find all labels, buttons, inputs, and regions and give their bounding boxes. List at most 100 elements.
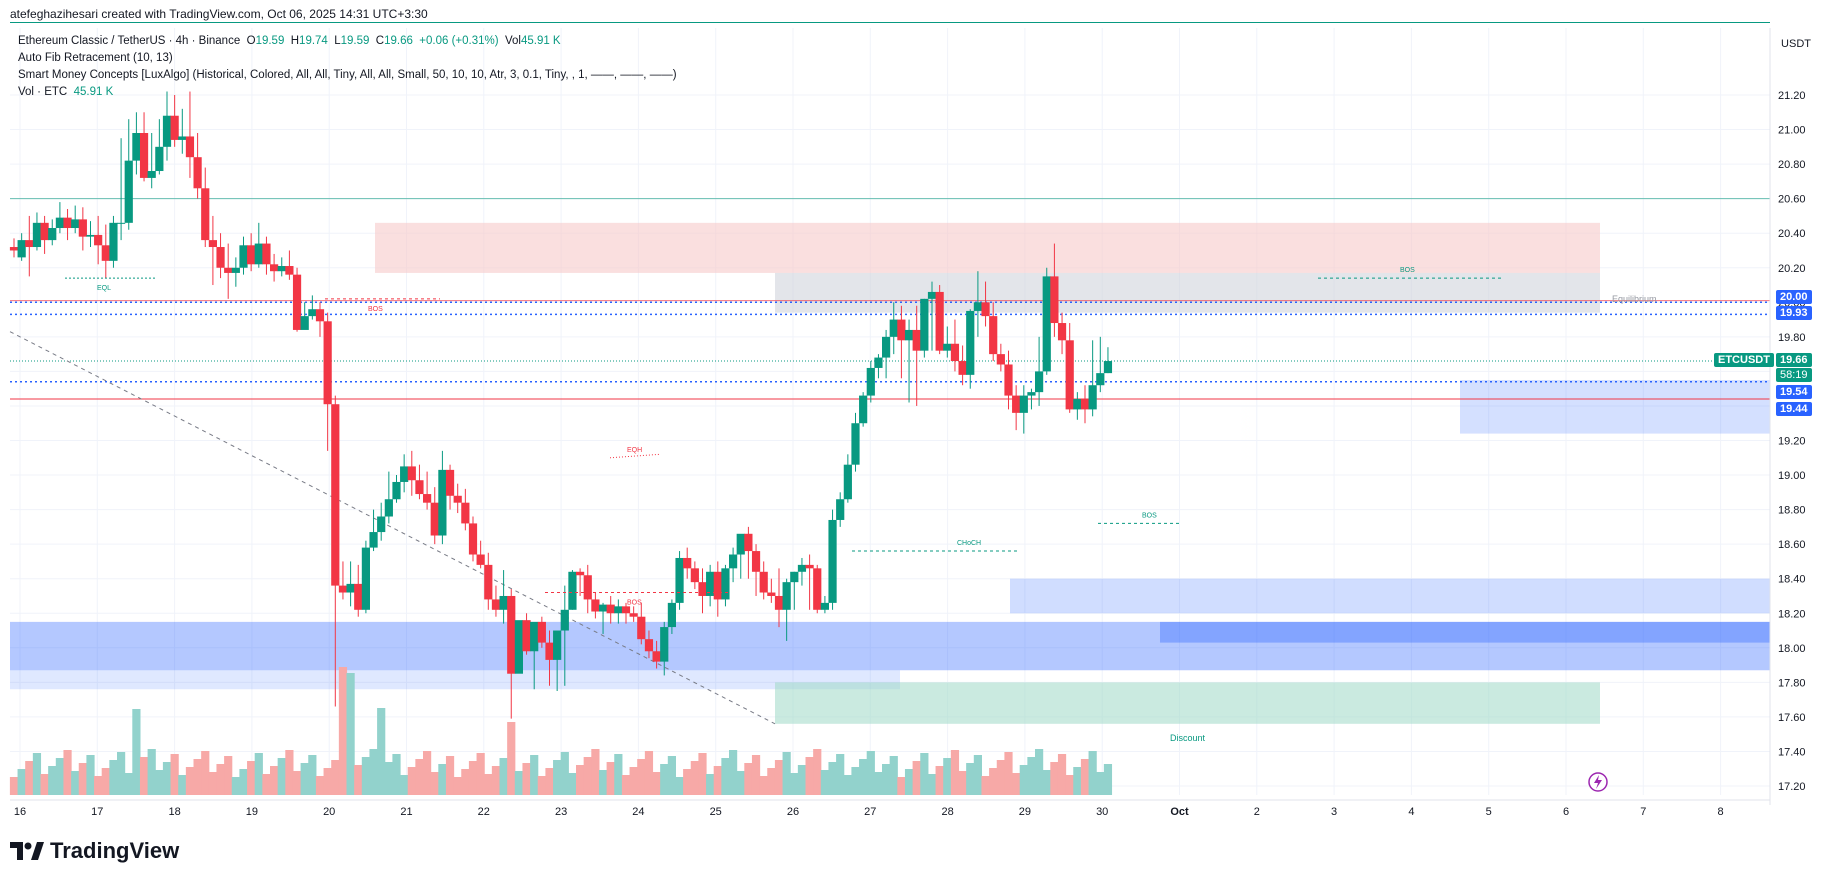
volume-bar	[537, 776, 546, 795]
indicator-volume-legend[interactable]: Vol · ETC 45.91 K	[18, 86, 113, 98]
volume-bar	[25, 761, 34, 795]
countdown-label: 58:19	[1776, 368, 1812, 382]
candle	[927, 291, 937, 299]
x-tick-label: 3	[1331, 806, 1337, 818]
volume-bar	[71, 771, 80, 795]
volume-bar	[721, 758, 730, 795]
candle	[162, 115, 172, 147]
indicator-smc-legend[interactable]: Smart Money Concepts [LuxAlgo] (Historic…	[18, 69, 677, 81]
change-value: +0.06 (+0.31%)	[419, 35, 499, 47]
candle	[629, 613, 638, 617]
close-value: 19.66	[384, 35, 413, 47]
candle	[698, 582, 707, 596]
candle	[667, 602, 676, 628]
high-label: H	[290, 35, 300, 47]
candle	[912, 329, 921, 351]
candle	[614, 606, 623, 614]
volume-bar	[652, 772, 661, 795]
candle	[300, 316, 309, 330]
candle	[1096, 373, 1105, 386]
volume-bar	[354, 765, 363, 795]
demand-zone	[1160, 621, 1770, 643]
x-tick-label: 4	[1408, 806, 1414, 818]
x-tick-label: 18	[168, 806, 180, 818]
candle	[1103, 361, 1113, 374]
candle	[231, 267, 240, 273]
candle	[323, 321, 332, 405]
tradingview-logo[interactable]: TradingView	[10, 838, 179, 864]
volume-bar	[683, 769, 692, 795]
y-tick-label: 17.80	[1778, 677, 1806, 689]
eql-label: EQL	[97, 285, 111, 292]
candle	[514, 620, 523, 674]
candle	[675, 557, 684, 603]
volume-bar	[927, 774, 937, 795]
close-label: C	[375, 35, 385, 47]
y-tick-label: 20.20	[1778, 263, 1806, 275]
low-label: L	[334, 35, 341, 47]
demand-zone	[10, 621, 1770, 671]
candle	[101, 245, 110, 261]
equilibrium-label: Equilibrium	[1612, 294, 1657, 304]
candle	[774, 595, 784, 610]
lightning-icon[interactable]	[1588, 772, 1608, 792]
candle	[660, 627, 669, 662]
volume-bar	[751, 755, 761, 795]
volume-bar	[1088, 751, 1097, 795]
volume-bar	[820, 770, 829, 795]
currency-button[interactable]: USDT	[1777, 36, 1815, 52]
candle	[866, 367, 875, 396]
volume-bar	[392, 754, 401, 795]
volume-bar	[782, 752, 791, 795]
candle	[637, 616, 646, 640]
volume-bar	[239, 769, 248, 795]
volume-bar	[1019, 765, 1028, 795]
demand-zone	[10, 670, 900, 690]
demand-zone	[1460, 380, 1770, 434]
volume-bar	[415, 759, 424, 795]
premium-zone	[375, 222, 1600, 273]
volume-bar	[308, 755, 317, 795]
y-tick-label: 18.80	[1778, 505, 1806, 517]
x-tick-label: 5	[1486, 806, 1492, 818]
indicator-fib-legend[interactable]: Auto Fib Retracement (10, 13)	[18, 52, 173, 64]
vol-value: 45.91 K	[520, 35, 561, 47]
bos-label: BOS	[1142, 512, 1157, 519]
volume-bar	[78, 763, 87, 795]
volume-bar	[476, 753, 485, 795]
symbol-legend[interactable]: Ethereum Classic / TetherUS · 4h · Binan…	[18, 35, 561, 47]
open-value: 19.59	[255, 35, 285, 47]
y-tick-label: 20.60	[1778, 194, 1806, 206]
candle	[706, 571, 715, 596]
volume-bar	[790, 773, 799, 795]
volume-bar	[32, 753, 42, 795]
y-tick-label: 20.40	[1778, 228, 1806, 240]
candle	[583, 575, 592, 600]
volume-bar	[836, 754, 845, 795]
volume-bar	[124, 773, 133, 795]
volume-bar	[48, 766, 57, 795]
candle	[920, 298, 929, 351]
x-tick-label: 19	[246, 806, 258, 818]
volume-bar	[675, 777, 684, 795]
volume-bar	[468, 761, 478, 795]
candle	[1065, 340, 1074, 410]
candle	[836, 499, 845, 520]
x-tick-label: 23	[555, 806, 567, 818]
candle	[897, 319, 906, 341]
volume-bar	[1004, 752, 1013, 795]
volume-bar	[797, 765, 807, 795]
volume-bar	[530, 755, 539, 795]
x-tick-label: 20	[323, 806, 335, 818]
symbol-title[interactable]: Ethereum Classic / TetherUS · 4h · Binan…	[18, 35, 241, 47]
volume-bar	[920, 753, 929, 795]
volume-bar	[912, 761, 921, 795]
volume-bar	[400, 775, 409, 795]
volume-bar	[285, 750, 294, 795]
volume-bar	[369, 749, 378, 795]
red-level-price-label: 19.44	[1776, 402, 1812, 416]
candle	[843, 464, 852, 500]
chart-caption: atefeghazihesari created with TradingVie…	[10, 7, 428, 21]
candle	[201, 188, 210, 241]
